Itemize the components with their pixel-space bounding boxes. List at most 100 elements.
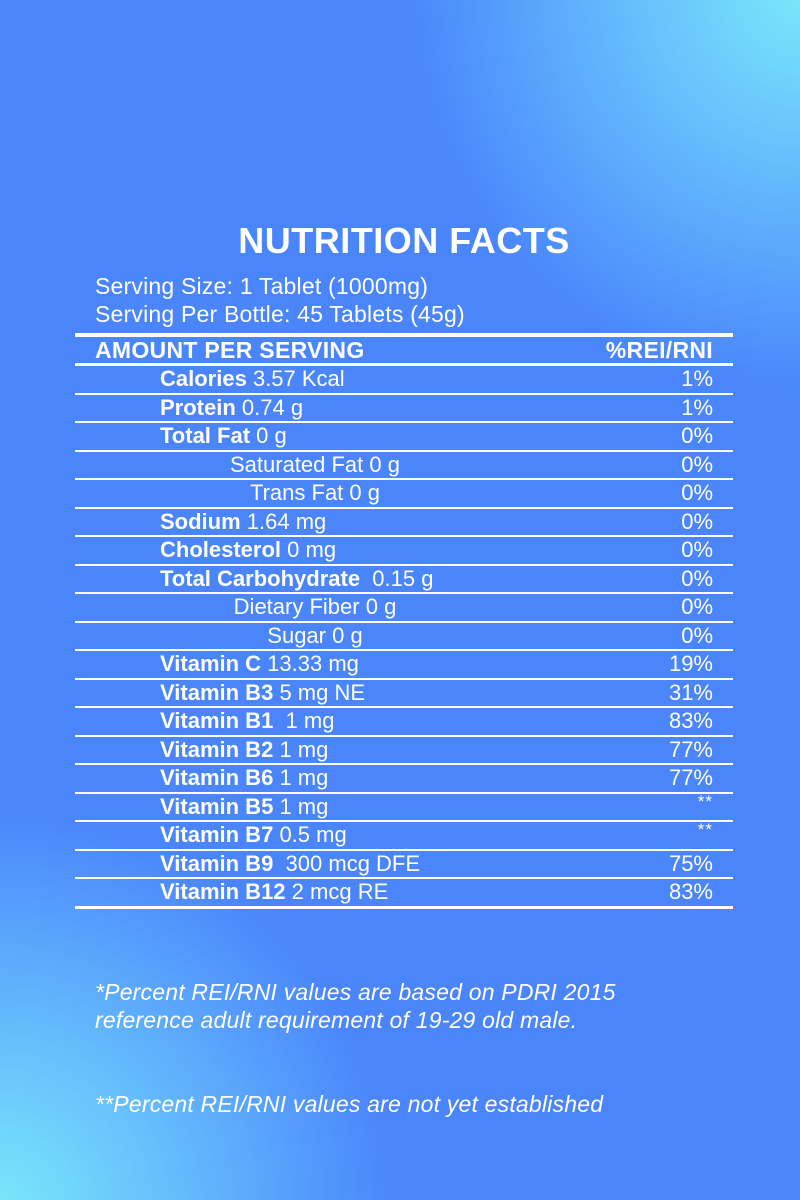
nutrient-name: Trans Fat <box>249 480 344 506</box>
table-row: Vitamin B1 1 mg 83% <box>75 708 733 737</box>
nutrient-percent: 0% <box>681 451 713 477</box>
nutrient-percent: ** <box>697 820 713 839</box>
nutrient-name-cell: Saturated Fat 0 g <box>75 452 555 478</box>
nutrient-name: Total Fat <box>160 423 251 449</box>
nutrient-name-cell: Cholesterol 0 mg <box>75 537 555 563</box>
nutrient-value: 1 mg <box>279 708 335 734</box>
table-row: Cholesterol 0 mg 0% <box>75 537 733 566</box>
nutrient-percent: 0% <box>681 480 713 506</box>
nutrient-name: Total Carbohydrate <box>160 565 361 591</box>
table-row: Sodium 1.64 mg 0% <box>75 508 733 537</box>
table-row: Calories 3.57 Kcal 1% <box>75 366 733 395</box>
nutrient-name: Cholesterol <box>160 537 282 563</box>
nutrient-name: Vitamin B9 <box>160 850 274 876</box>
nutrient-name-cell: Sugar 0 g <box>75 623 555 649</box>
table-row: Vitamin B7 0.5 mg ** <box>75 820 733 851</box>
nutrient-percent: 77% <box>668 736 713 762</box>
nutrient-percent: 0% <box>681 537 713 563</box>
nutrient-value: 1 mg <box>279 793 329 819</box>
table-row: Vitamin B5 1 mg ** <box>75 791 733 822</box>
table-row: Dietary Fiber 0 g 0% <box>75 594 733 623</box>
nutrient-percent: 0% <box>681 508 713 534</box>
table-row: Trans Fat 0 g 0% <box>75 480 733 509</box>
nutrient-name: Vitamin B12 <box>160 879 286 905</box>
nutrient-name: Saturated Fat <box>229 451 364 477</box>
nutrient-name: Protein <box>160 394 236 420</box>
table-row: Sugar 0 g 0% <box>75 622 733 651</box>
nutrient-percent: 83% <box>668 879 713 905</box>
nutrient-percent: 0% <box>681 423 713 449</box>
nutrient-value: 3.57 Kcal <box>252 366 345 392</box>
page-title: NUTRITION FACTS <box>238 220 570 261</box>
nutrient-percent: 77% <box>668 765 713 791</box>
nutrient-name-cell: Vitamin B9 300 mcg DFE <box>75 851 555 877</box>
nutrient-name: Vitamin B3 <box>160 679 274 705</box>
table-row: Vitamin B12 2 mcg RE 83% <box>75 879 733 909</box>
amount-per-serving-header: AMOUNT PER SERVING <box>95 336 365 363</box>
nutrient-percent: 0% <box>681 622 713 648</box>
nutrient-name-cell: Dietary Fiber 0 g <box>75 594 555 620</box>
table-row: Protein 0.74 g 1% <box>75 394 733 423</box>
nutrient-percent: 83% <box>668 708 713 734</box>
nutrient-name-cell: Vitamin B5 1 mg <box>75 794 555 820</box>
nutrition-label: NUTRITION FACTS Serving Size: 1 Tablet (… <box>75 220 733 1174</box>
nutrient-percent: 1% <box>681 394 713 420</box>
nutrient-name-cell: Vitamin B3 5 mg NE <box>75 680 555 706</box>
table-row: Vitamin B3 5 mg NE 31% <box>75 679 733 708</box>
nutrient-percent: 0% <box>681 594 713 620</box>
nutrient-name: Vitamin B5 <box>160 793 274 819</box>
nutrient-value: 2 mcg RE <box>291 879 389 905</box>
nutrient-percent: 0% <box>681 565 713 591</box>
nutrient-percent: 19% <box>668 651 713 677</box>
nutrient-name-cell: Vitamin B2 1 mg <box>75 737 555 763</box>
table-row: Total Fat 0 g 0% <box>75 423 733 452</box>
nutrient-value: 1 mg <box>279 765 329 791</box>
table-row: Vitamin C 13.33 mg 19% <box>75 651 733 680</box>
nutrient-value: 300 mcg DFE <box>279 850 421 876</box>
nutrient-percent: 1% <box>681 366 713 392</box>
table-row: Vitamin B2 1 mg 77% <box>75 736 733 765</box>
nutrition-table: AMOUNT PER SERVING %REI/RNI Calories 3.5… <box>75 333 733 909</box>
nutrient-percent: ** <box>697 791 713 811</box>
nutrient-value: 0 g <box>349 480 381 506</box>
nutrient-value: 1.64 mg <box>246 508 327 534</box>
nutrient-name-cell: Calories 3.57 Kcal <box>75 366 555 392</box>
table-row: Total Carbohydrate 0.15 g 0% <box>75 565 733 594</box>
nutrient-name-cell: Protein 0.74 g <box>75 395 555 421</box>
nutrient-value: 0.15 g <box>366 565 434 591</box>
nutrient-name: Dietary Fiber <box>233 594 360 620</box>
nutrient-name-cell: Vitamin B7 0.5 mg <box>75 822 555 848</box>
nutrient-name-cell: Total Carbohydrate 0.15 g <box>75 566 555 592</box>
nutrient-value: 0 g <box>369 451 401 477</box>
footnote-not-established: **Percent REI/RNI values are not yet est… <box>95 1090 604 1117</box>
table-row: Saturated Fat 0 g 0% <box>75 451 733 480</box>
nutrient-name: Vitamin B7 <box>160 822 274 848</box>
nutrient-value: 0.74 g <box>241 394 304 420</box>
nutrient-value: 0 g <box>332 622 363 648</box>
nutrient-percent: 75% <box>668 850 713 876</box>
nutrient-name-cell: Sodium 1.64 mg <box>75 509 555 535</box>
nutrient-name-cell: Trans Fat 0 g <box>75 480 555 506</box>
nutrient-name: Vitamin B1 <box>160 708 274 734</box>
nutrient-percent: 31% <box>668 679 713 705</box>
footnote-reference-basis: *Percent REI/RNI values are based on PDR… <box>95 978 629 1033</box>
nutrient-value: 0.5 mg <box>279 822 347 848</box>
nutrient-name: Vitamin C <box>160 651 262 677</box>
nutrient-value: 13.33 mg <box>267 651 359 677</box>
nutrient-name-cell: Vitamin B1 1 mg <box>75 708 555 734</box>
nutrient-name: Sodium <box>160 508 241 534</box>
serving-per-bottle-line: Serving Per Bottle: 45 Tablets (45g) <box>95 301 465 327</box>
table-header-row: AMOUNT PER SERVING %REI/RNI <box>75 337 733 366</box>
nutrient-value: 0 g <box>365 594 397 620</box>
table-row: Vitamin B6 1 mg 77% <box>75 765 733 794</box>
nutrient-name-cell: Total Fat 0 g <box>75 423 555 449</box>
nutrient-name: Vitamin B2 <box>160 736 274 762</box>
table-row: Vitamin B9 300 mcg DFE 75% <box>75 850 733 879</box>
nutrient-name: Sugar <box>267 622 326 648</box>
nutrient-rows: Calories 3.57 Kcal 1% Protein 0.74 g 1% Tota… <box>75 366 733 909</box>
nutrient-name-cell: Vitamin C 13.33 mg <box>75 651 555 677</box>
nutrient-name: Calories <box>160 366 247 392</box>
nutrient-value: 0 g <box>256 423 287 449</box>
nutrient-value: 1 mg <box>279 736 329 762</box>
